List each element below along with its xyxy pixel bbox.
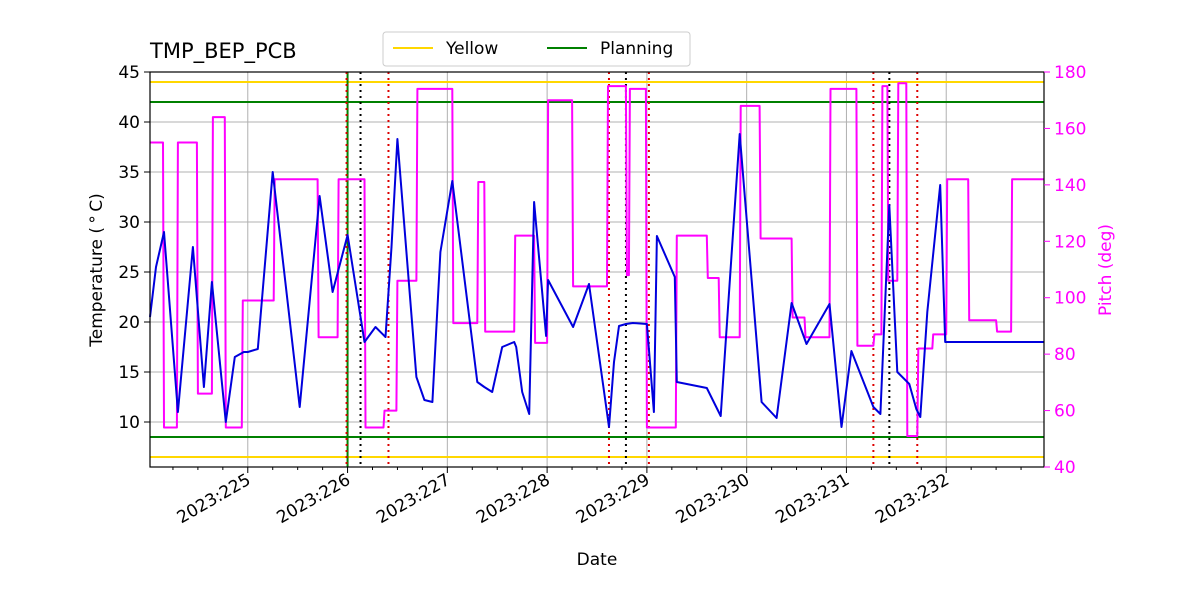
grid	[150, 71, 1044, 467]
y-tick-label: 20	[118, 313, 140, 333]
x-tick-label: 2023:227	[373, 470, 454, 528]
y-tick-label: 25	[118, 263, 140, 283]
data-series	[149, 82, 1044, 437]
series-line-pitch	[150, 82, 1044, 437]
x-tick-label: 2023:226	[274, 470, 355, 528]
x-tick-label: 2023:230	[673, 470, 754, 528]
x-tick-label: 2023:229	[573, 470, 654, 528]
legend: Yellow Planning	[382, 31, 691, 67]
y-tick-label: 30	[118, 213, 140, 233]
y-tick-label: 40	[118, 113, 140, 133]
legend-label-planning: Planning	[600, 39, 673, 59]
x-axis-label: Date	[577, 550, 618, 570]
axes: 2023:225 2023:226 2023:227 2023:228 2023:229…	[118, 63, 1086, 528]
y-axis-label: Temperature ( ° C)	[87, 193, 107, 348]
series-line-temperature	[149, 133, 1044, 428]
x-tick-label: 2023:228	[473, 470, 554, 528]
x-tick-label: 2023:232	[872, 470, 953, 528]
y2-tick-label: 80	[1054, 345, 1076, 365]
y2-tick-label: 40	[1054, 458, 1076, 478]
y2-tick-label: 160	[1054, 119, 1086, 139]
y2-axis-label: Pitch (deg)	[1096, 224, 1116, 316]
y-tick-label: 15	[118, 363, 140, 383]
y2-tick-label: 100	[1054, 289, 1086, 309]
x-tick-label: 2023:225	[174, 470, 255, 528]
y-tick-label: 35	[118, 163, 140, 183]
y-tick-label: 45	[118, 63, 140, 83]
legend-label-yellow: Yellow	[445, 39, 498, 59]
limit-lines	[150, 81, 1044, 458]
y2-tick-label: 140	[1054, 176, 1086, 196]
y2-tick-label: 60	[1054, 402, 1076, 422]
vertical-markers	[345, 72, 919, 467]
y2-tick-label: 120	[1054, 232, 1086, 252]
x-tick-label: 2023:231	[772, 470, 853, 528]
y2-tick-label: 180	[1054, 63, 1086, 83]
legend-box	[382, 31, 691, 67]
y-tick-label: 10	[118, 413, 140, 433]
chart-title: TMP_BEP_PCB	[149, 39, 297, 64]
